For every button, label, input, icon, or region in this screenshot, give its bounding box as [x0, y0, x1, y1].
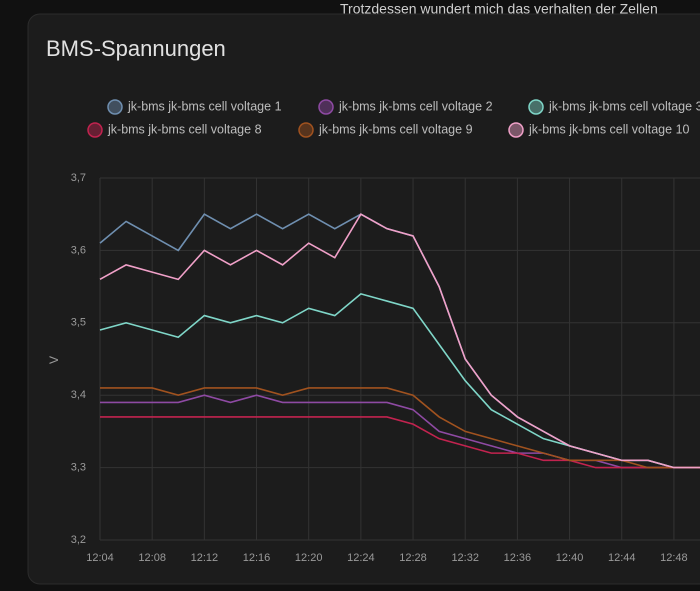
legend-marker	[318, 99, 334, 115]
legend-label: jk-bms jk-bms cell voltage 10	[528, 122, 690, 136]
legend-marker	[107, 99, 123, 115]
legend-label: jk-bms jk-bms cell voltage 1	[127, 99, 282, 113]
x-tick-label: 12:08	[138, 552, 166, 564]
y-tick-label: 3,2	[71, 534, 86, 546]
x-tick-label: 12:12	[191, 552, 219, 564]
x-tick-label: 12:28	[399, 552, 427, 564]
legend-label: jk-bms jk-bms cell voltage 3	[548, 99, 700, 113]
y-tick-label: 3,5	[71, 317, 86, 329]
x-tick-label: 12:04	[86, 552, 114, 564]
x-tick-label: 12:16	[243, 552, 271, 564]
y-tick-label: 3,3	[71, 462, 86, 474]
y-axis-label: V	[47, 356, 61, 364]
legend-marker	[508, 122, 524, 138]
background-text: Trotzdessen wundert mich das verhalten d…	[340, 1, 658, 17]
legend-label: jk-bms jk-bms cell voltage 8	[107, 122, 262, 136]
legend-label: jk-bms jk-bms cell voltage 9	[318, 122, 473, 136]
x-tick-label: 12:40	[556, 552, 584, 564]
x-tick-label: 12:48	[660, 552, 688, 564]
series-line	[99, 213, 700, 469]
y-tick-label: 3,6	[71, 244, 86, 256]
x-tick-label: 12:32	[451, 552, 479, 564]
x-tick-label: 12:24	[347, 552, 375, 564]
series-line	[100, 394, 700, 469]
y-tick-label: 3,4	[71, 389, 86, 401]
legend-marker	[298, 122, 314, 138]
card	[27, 13, 700, 585]
x-tick-label: 12:36	[504, 552, 532, 564]
legend-marker	[87, 122, 103, 138]
series-line	[100, 416, 700, 469]
x-tick-label: 12:44	[608, 552, 636, 564]
legend-marker	[528, 99, 544, 115]
x-tick-label: 12:20	[295, 552, 323, 564]
series-line	[100, 387, 700, 469]
y-tick-label: 3,7	[71, 172, 86, 184]
legend-label: jk-bms jk-bms cell voltage 2	[338, 99, 493, 113]
chart-title: BMS-Spannungen	[46, 36, 226, 61]
